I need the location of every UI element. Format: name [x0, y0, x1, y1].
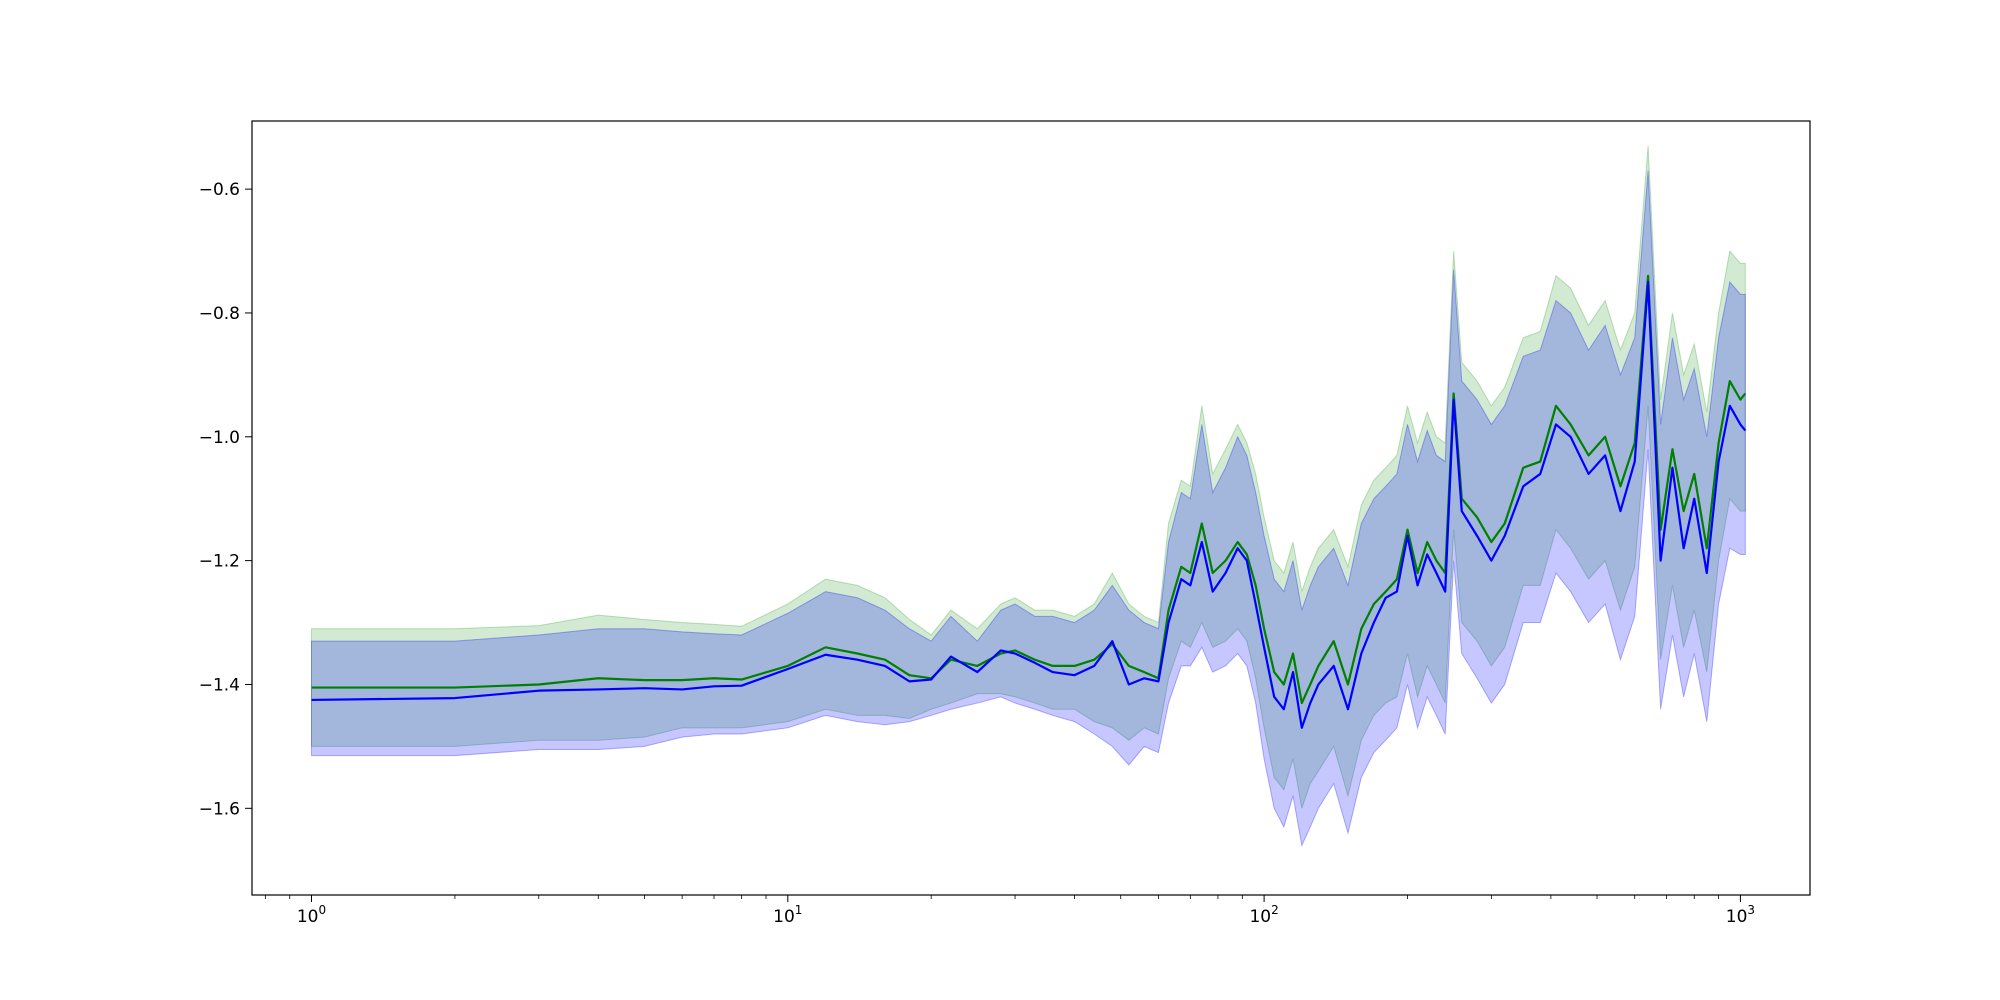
- y-tick-label-2: −1.0: [199, 428, 240, 448]
- y-tick-label-3: −1.2: [199, 552, 240, 572]
- confidence-bands: [311, 145, 1746, 848]
- band-1: [311, 170, 1746, 848]
- y-tick-label-1: −0.8: [199, 304, 240, 324]
- plot-frame: [251, 120, 1811, 896]
- x-tick-label-1: 101: [773, 903, 802, 927]
- x-tick-label-0: 100: [297, 903, 326, 927]
- y-tick-label-0: −0.6: [199, 180, 240, 200]
- y-axis: −0.6 −0.8 −1.0 −1.2 −1.4 −1.6: [199, 180, 252, 819]
- x-axis: 100 101 102 103: [264, 895, 1755, 927]
- band-0: [311, 145, 1746, 809]
- series-line-0: [311, 274, 1747, 705]
- series-line-1: [311, 280, 1747, 729]
- x-tick-label-3: 103: [1726, 903, 1755, 927]
- y-tick-label-4: −1.4: [199, 675, 240, 695]
- y-tick-label-5: −1.6: [199, 799, 240, 819]
- x-tick-label-2: 102: [1249, 903, 1278, 927]
- series-lines: [311, 274, 1747, 729]
